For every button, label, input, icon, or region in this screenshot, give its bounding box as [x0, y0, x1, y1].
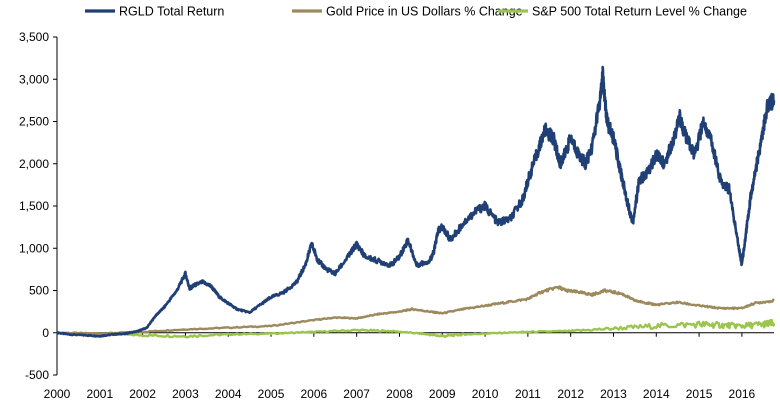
x-tick-label: 2003	[172, 387, 199, 401]
y-tick-label: -500	[25, 368, 49, 382]
y-tick-label: 500	[29, 284, 49, 298]
legend-label: RGLD Total Return	[119, 5, 224, 19]
x-tick-label: 2011	[515, 387, 541, 401]
x-tick-label: 2000	[44, 387, 71, 401]
x-tick-label: 2006	[300, 387, 327, 401]
y-tick-label: 2,500	[19, 115, 49, 129]
y-tick-label: 3,500	[19, 30, 49, 44]
x-tick-label: 2002	[129, 387, 156, 401]
y-tick-label: 0	[42, 326, 49, 340]
x-tick-label: 2013	[600, 387, 627, 401]
x-tick-label: 2005	[258, 387, 285, 401]
legend: RGLD Total Return Gold Price in US Dollar…	[85, 5, 747, 19]
y-tick-label: 3,000	[19, 72, 49, 86]
x-tick-label: 2010	[472, 387, 499, 401]
x-tick-label: 2004	[215, 387, 242, 401]
legend-label: Gold Price in US Dollars % Change	[326, 5, 523, 19]
x-tick-label: 2014	[643, 387, 670, 401]
legend-label: S&P 500 Total Return Level % Change	[532, 5, 747, 19]
x-tick-label: 2016	[729, 387, 756, 401]
series-line-2	[56, 318, 776, 339]
x-tick-label: 2007	[343, 387, 370, 401]
x-axis: 2000 2001 2002 2003 2004 2005 2006 2007 2008 2009…	[44, 332, 774, 401]
plot-area	[55, 65, 776, 339]
series-line-0	[55, 65, 776, 338]
y-tick-label: 1,000	[19, 241, 49, 255]
x-tick-label: 2008	[386, 387, 413, 401]
y-tick-label: 2,000	[19, 157, 49, 171]
y-tick-label: 1,500	[19, 199, 49, 213]
x-tick-label: 2009	[429, 387, 456, 401]
y-axis: -500 0 500 1,000 1,500 2,000 2,500 3,000 3,500	[19, 30, 58, 382]
x-tick-label: 2012	[557, 387, 584, 401]
x-tick-label: 2015	[686, 387, 713, 401]
series-line-1	[56, 285, 775, 336]
x-tick-label: 2001	[86, 387, 113, 401]
